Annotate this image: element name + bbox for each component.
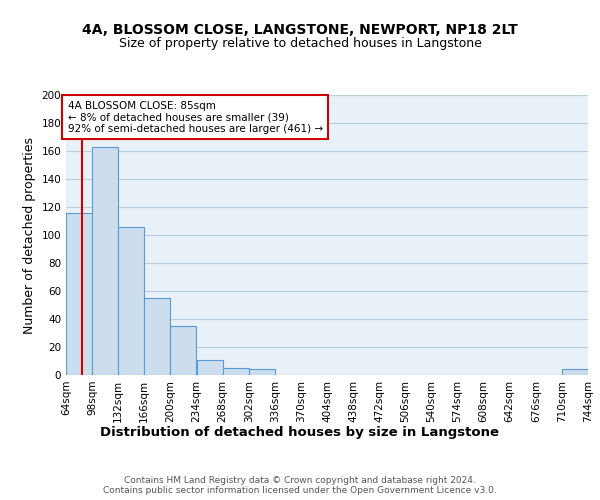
Text: 4A, BLOSSOM CLOSE, LANGSTONE, NEWPORT, NP18 2LT: 4A, BLOSSOM CLOSE, LANGSTONE, NEWPORT, N… [82, 22, 518, 36]
Bar [118, 226, 144, 375]
Text: Distribution of detached houses by size in Langstone: Distribution of detached houses by size … [101, 426, 499, 439]
Bar [562, 370, 588, 375]
Bar [66, 212, 92, 375]
Bar [223, 368, 249, 375]
Bar [197, 360, 223, 375]
Text: 4A BLOSSOM CLOSE: 85sqm
← 8% of detached houses are smaller (39)
92% of semi-det: 4A BLOSSOM CLOSE: 85sqm ← 8% of detached… [68, 100, 323, 134]
Y-axis label: Number of detached properties: Number of detached properties [23, 136, 36, 334]
Text: Size of property relative to detached houses in Langstone: Size of property relative to detached ho… [119, 38, 481, 51]
Bar [145, 298, 170, 375]
Bar [170, 326, 196, 375]
Text: Contains HM Land Registry data © Crown copyright and database right 2024.
Contai: Contains HM Land Registry data © Crown c… [103, 476, 497, 495]
Bar [92, 147, 118, 375]
Bar [249, 370, 275, 375]
